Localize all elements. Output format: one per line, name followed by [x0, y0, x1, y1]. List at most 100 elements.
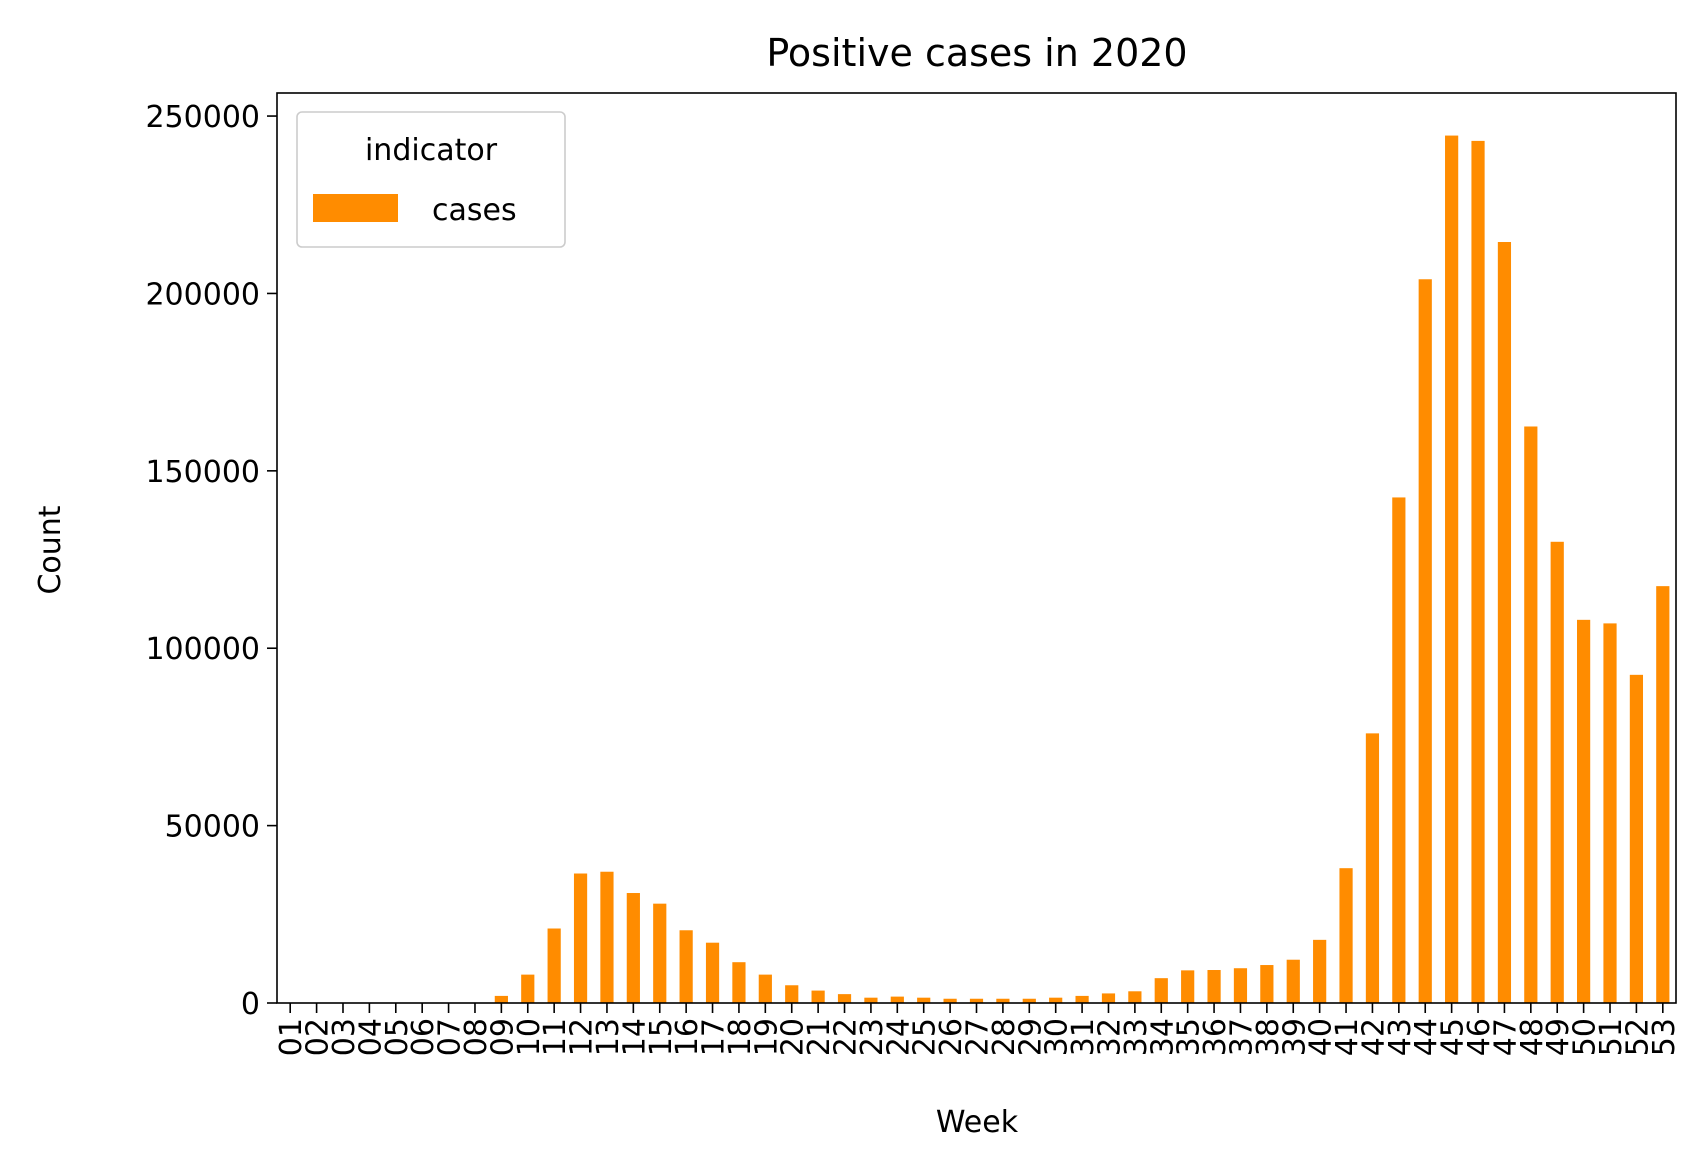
- y-axis-label: Count: [33, 505, 68, 594]
- x-tick-label: 38: [1251, 1018, 1286, 1056]
- bar-week-21: [811, 990, 825, 1003]
- bar-week-45: [1445, 135, 1459, 1003]
- x-tick-label: 22: [829, 1018, 864, 1056]
- legend-label: cases: [432, 193, 517, 228]
- x-tick-label: 53: [1647, 1018, 1682, 1056]
- bar-week-24: [890, 996, 904, 1003]
- bar-week-52: [1629, 674, 1644, 1003]
- x-tick-label: 05: [380, 1018, 415, 1056]
- x-tick-label: 37: [1224, 1018, 1259, 1056]
- x-tick-label: 18: [723, 1018, 758, 1056]
- y-tick-label: 0: [241, 987, 260, 1022]
- x-tick-label: 06: [406, 1018, 441, 1056]
- x-tick-label: 19: [749, 1018, 784, 1056]
- bar-week-22: [837, 994, 852, 1003]
- y-tick-label: 250000: [145, 100, 260, 135]
- x-tick-label: 31: [1066, 1018, 1101, 1056]
- bar-week-17: [705, 942, 720, 1003]
- bar-week-43: [1392, 497, 1406, 1003]
- bar-week-27: [969, 998, 984, 1003]
- x-tick-label: 45: [1436, 1018, 1471, 1056]
- x-tick-label: 29: [1013, 1018, 1048, 1056]
- x-tick-label: 27: [961, 1018, 996, 1056]
- x-tick-label: 30: [1040, 1018, 1075, 1056]
- x-tick-label: 14: [617, 1018, 652, 1056]
- x-tick-label: 49: [1541, 1018, 1576, 1056]
- bar-week-37: [1233, 968, 1248, 1003]
- y-tick-label: 100000: [145, 632, 260, 667]
- bar-week-48: [1524, 426, 1538, 1003]
- x-tick-label: 11: [538, 1018, 573, 1056]
- bar-week-50: [1577, 619, 1591, 1003]
- legend-title: indicator: [365, 133, 498, 168]
- x-axis-ticks: 0102030405060708091011121314151617181920…: [274, 1003, 1682, 1056]
- x-tick-label: 26: [934, 1018, 969, 1056]
- bar-week-46: [1471, 140, 1485, 1003]
- x-tick-label: 04: [353, 1018, 388, 1056]
- x-tick-label: 44: [1409, 1018, 1444, 1056]
- bar-group: [494, 135, 1670, 1003]
- bar-week-30: [1049, 997, 1063, 1003]
- x-tick-label: 32: [1092, 1018, 1127, 1056]
- x-tick-label: 39: [1277, 1018, 1312, 1056]
- x-tick-label: 17: [697, 1018, 732, 1056]
- bar-week-14: [626, 893, 640, 1003]
- bar-week-28: [996, 998, 1010, 1003]
- bar-week-51: [1603, 623, 1617, 1003]
- plot-frame: [276, 92, 1677, 1004]
- x-tick-label: 03: [327, 1018, 362, 1056]
- bar-week-35: [1181, 970, 1195, 1003]
- bar-week-32: [1101, 993, 1116, 1003]
- y-tick-label: 50000: [165, 810, 260, 845]
- x-tick-label: 10: [512, 1018, 547, 1056]
- bar-week-49: [1550, 541, 1564, 1003]
- bar-week-31: [1075, 995, 1089, 1003]
- x-tick-label: 35: [1172, 1018, 1207, 1056]
- x-tick-label: 23: [855, 1018, 890, 1056]
- y-tick-label: 150000: [145, 455, 260, 490]
- x-tick-label: 52: [1620, 1018, 1655, 1056]
- bar-week-11: [547, 928, 561, 1003]
- bar-week-25: [917, 997, 931, 1003]
- x-tick-label: 16: [670, 1018, 705, 1056]
- x-tick-label: 33: [1119, 1018, 1154, 1056]
- x-tick-label: 51: [1594, 1018, 1629, 1056]
- x-tick-label: 34: [1145, 1018, 1180, 1056]
- chart-title: Positive cases in 2020: [766, 31, 1187, 75]
- x-tick-label: 28: [987, 1018, 1022, 1056]
- bar-week-47: [1497, 242, 1512, 1003]
- bar-week-38: [1260, 965, 1274, 1003]
- x-tick-label: 09: [485, 1018, 520, 1056]
- bar-week-34: [1154, 978, 1168, 1003]
- x-tick-label: 42: [1356, 1018, 1391, 1056]
- legend: indicator cases: [296, 111, 566, 248]
- x-tick-label: 13: [591, 1018, 626, 1056]
- bar-week-33: [1128, 991, 1142, 1003]
- bar-week-19: [758, 974, 772, 1003]
- bar-week-18: [732, 962, 746, 1003]
- bar-week-53: [1656, 586, 1670, 1003]
- x-tick-label: 48: [1515, 1018, 1550, 1056]
- x-tick-label: 02: [301, 1018, 336, 1056]
- bar-week-12: [573, 873, 588, 1003]
- bar-week-10: [521, 974, 535, 1003]
- x-tick-label: 40: [1304, 1018, 1339, 1056]
- bar-week-36: [1207, 970, 1221, 1003]
- bar-week-13: [600, 871, 614, 1003]
- x-tick-label: 12: [565, 1018, 600, 1056]
- x-tick-label: 25: [908, 1018, 943, 1056]
- x-tick-label: 24: [881, 1018, 916, 1056]
- x-tick-label: 46: [1462, 1018, 1497, 1056]
- bar-week-40: [1313, 939, 1327, 1003]
- x-tick-label: 20: [776, 1018, 811, 1056]
- bar-week-41: [1339, 868, 1353, 1003]
- y-axis-ticks: 0 50000 100000 150000 200000 250000: [145, 100, 277, 1022]
- x-tick-label: 47: [1488, 1018, 1523, 1056]
- y-tick-label: 200000: [145, 277, 260, 312]
- bar-week-39: [1286, 959, 1300, 1003]
- legend-swatch: [313, 194, 398, 222]
- x-tick-label: 01: [274, 1018, 309, 1056]
- bar-week-42: [1365, 733, 1380, 1003]
- bar-week-44: [1418, 279, 1432, 1003]
